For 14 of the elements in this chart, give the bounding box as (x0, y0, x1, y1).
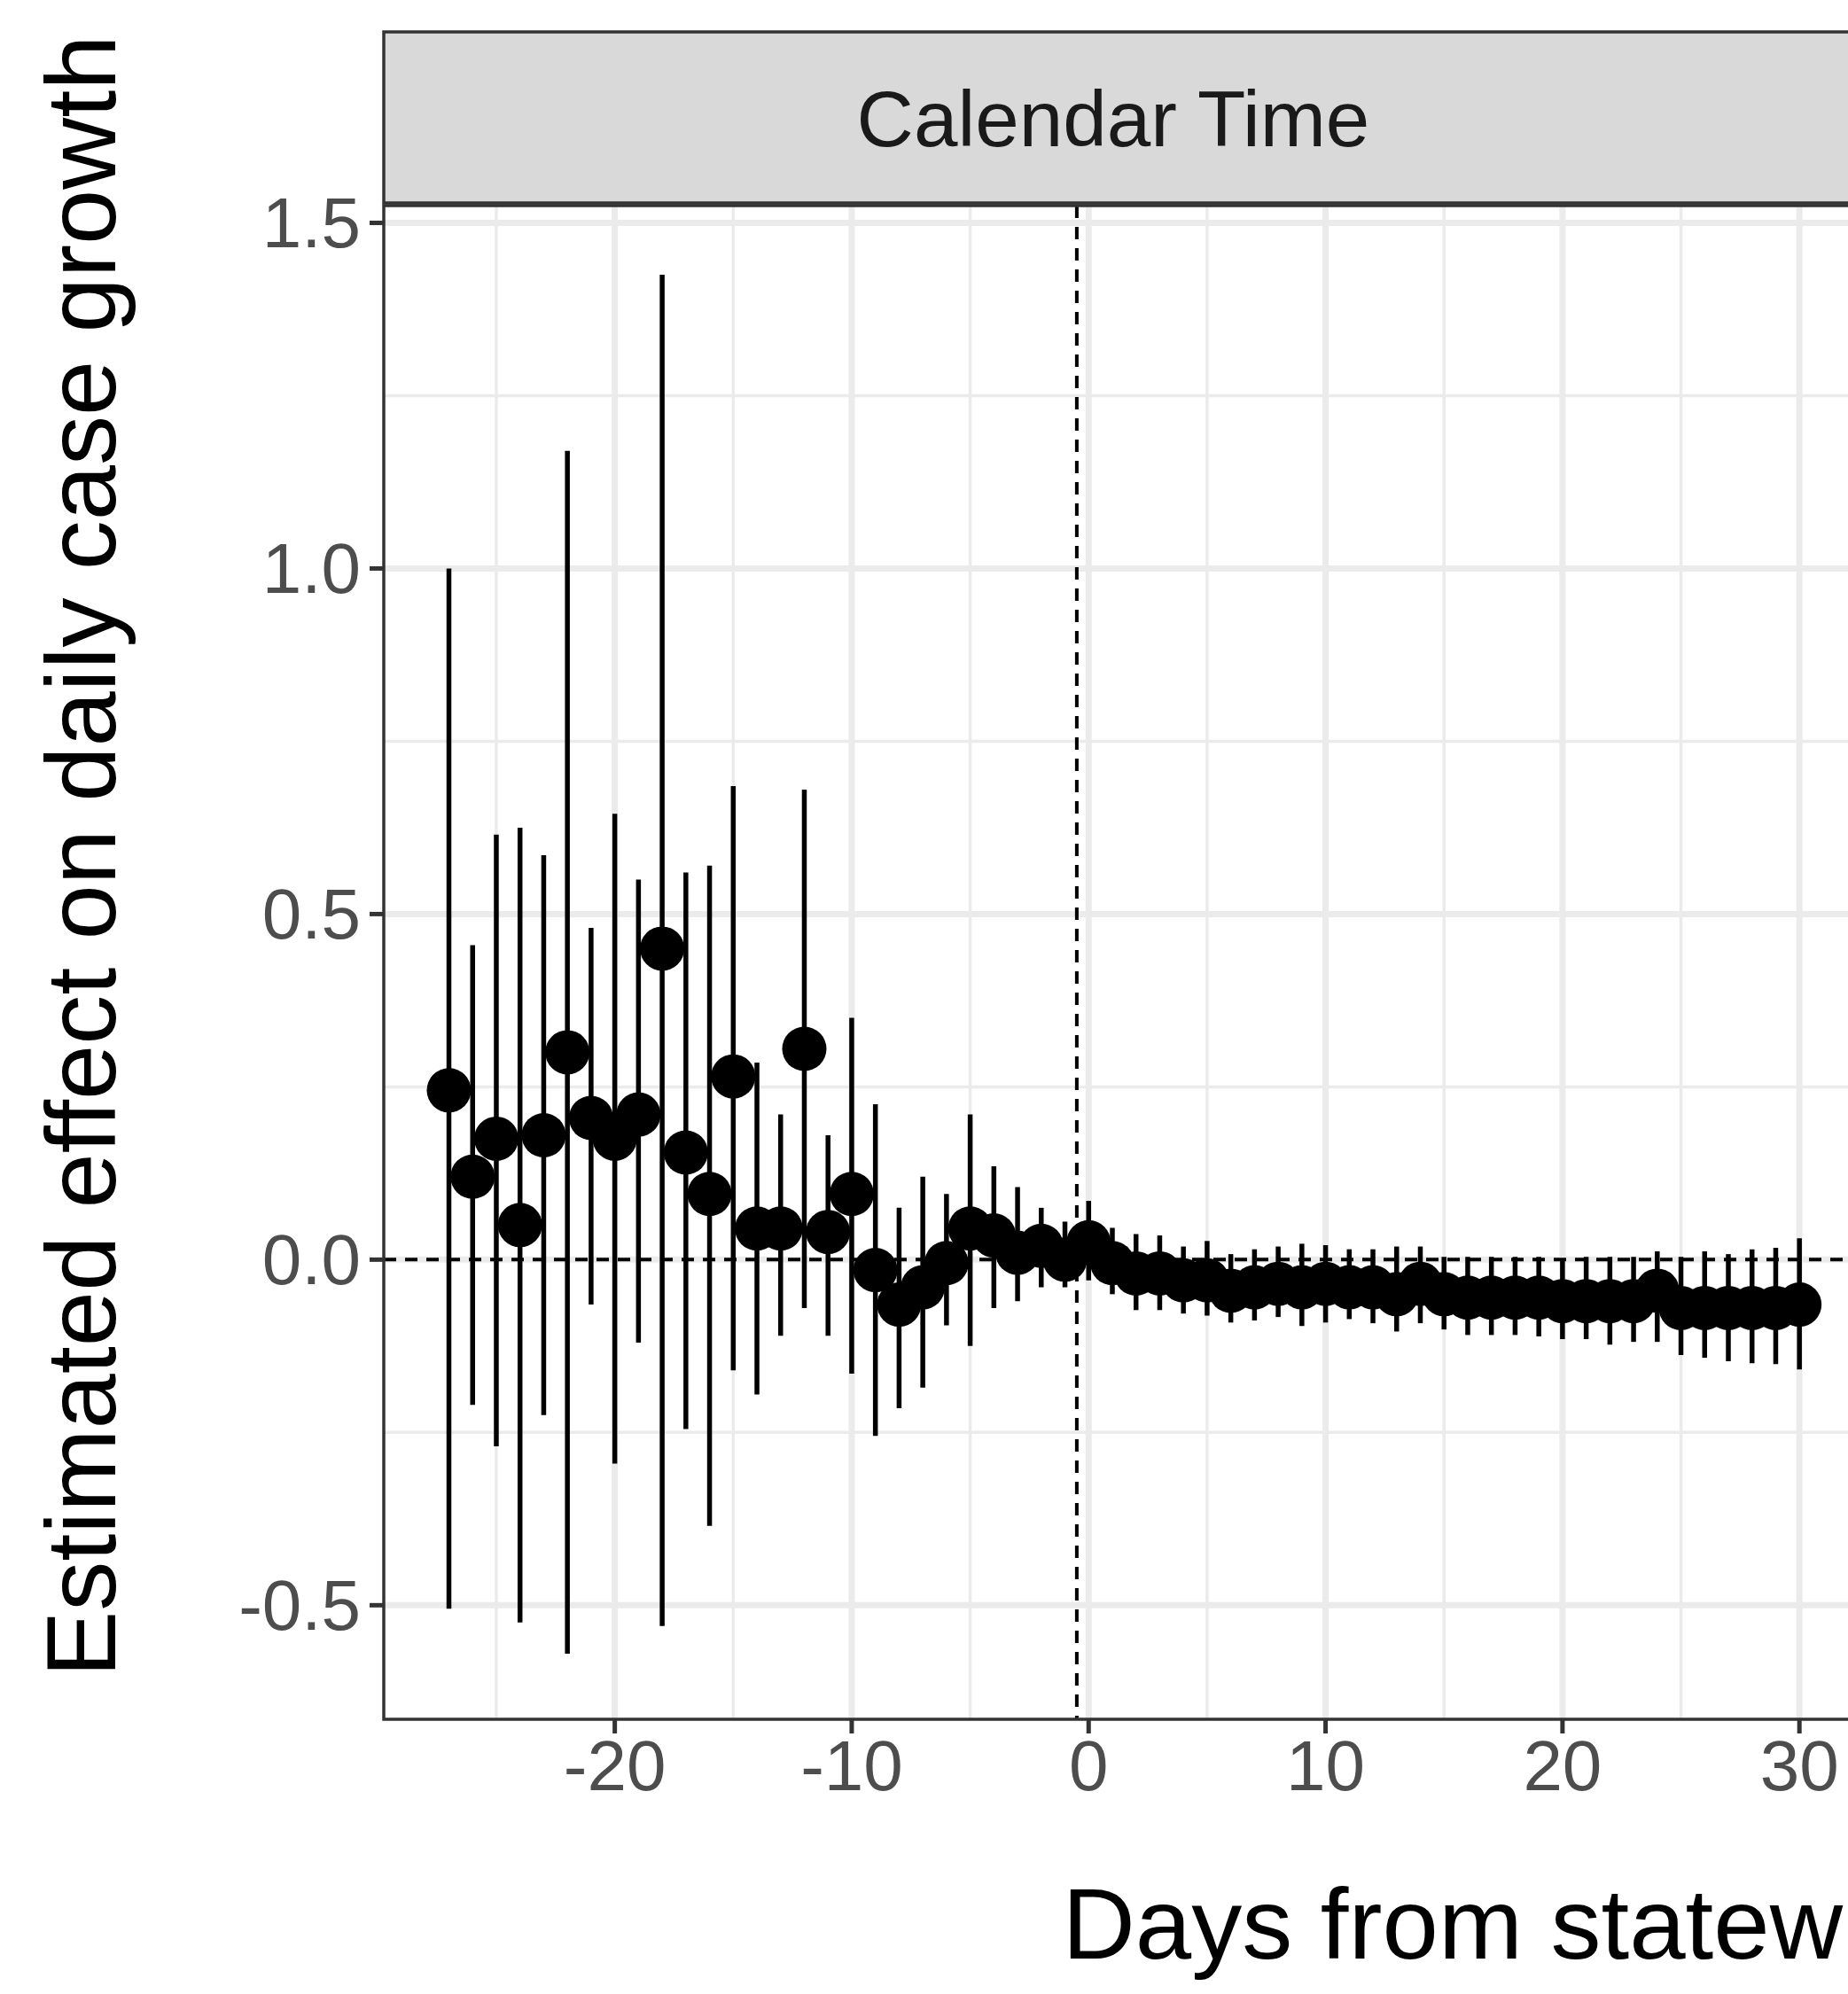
y-axis-title: Estimated effect on daily case growth (26, 35, 136, 1678)
y-tick-label: 1.5 (261, 183, 361, 263)
x-tick-label: 20 (1523, 1726, 1602, 1805)
chart-title: Calendar Time (856, 74, 1370, 164)
y-tick-label: -0.5 (238, 1566, 361, 1646)
x-tick-label: -20 (563, 1726, 667, 1805)
y-tick-label: 0.0 (261, 1220, 361, 1300)
x-tick-label: -10 (800, 1726, 903, 1805)
x-tick-label: 30 (1759, 1726, 1839, 1805)
x-axis-title: Days from statew (1062, 1867, 1844, 1980)
y-tick-label: 0.5 (261, 875, 361, 954)
x-tick-label: 10 (1286, 1726, 1366, 1805)
x-tick-label: 0 (1069, 1726, 1109, 1805)
y-tick-label: 1.0 (261, 529, 361, 609)
